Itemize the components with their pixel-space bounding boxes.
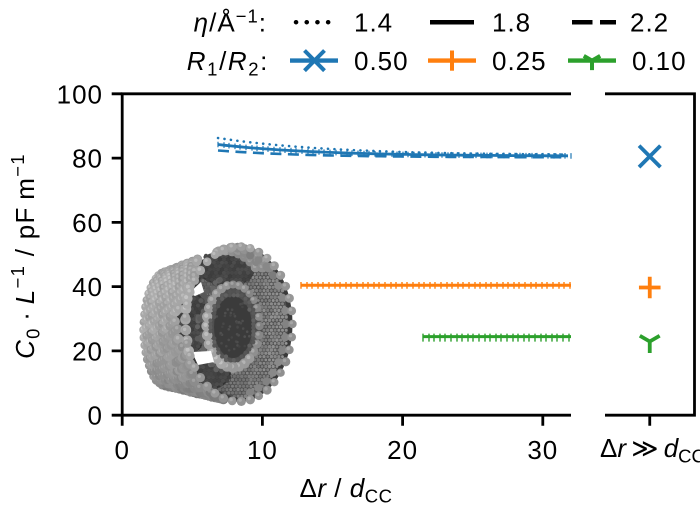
svg-text:10: 10	[247, 435, 278, 465]
svg-text:20: 20	[387, 435, 418, 465]
svg-text:0: 0	[114, 435, 129, 465]
svg-text:1.8: 1.8	[492, 8, 531, 38]
svg-text:20: 20	[72, 336, 103, 366]
svg-text:80: 80	[72, 144, 103, 174]
svg-text:Δr ≫ dCC: Δr ≫ dCC	[600, 433, 700, 467]
svg-text:100: 100	[57, 79, 103, 109]
svg-text:0.10: 0.10	[632, 46, 687, 76]
svg-text:60: 60	[72, 208, 103, 238]
svg-text:1.4: 1.4	[354, 8, 393, 38]
svg-text:2.2: 2.2	[630, 8, 669, 38]
svg-text:40: 40	[72, 272, 103, 302]
svg-text:30: 30	[527, 435, 558, 465]
svg-text:0.25: 0.25	[492, 46, 547, 76]
svg-text:0: 0	[88, 401, 103, 431]
svg-text:0.50: 0.50	[354, 46, 409, 76]
svg-text:C0 · L−1 / pF m−1: C0 · L−1 / pF m−1	[7, 153, 44, 359]
svg-text:η/Å−1:: η/Å−1:	[194, 6, 267, 38]
svg-text:Δr / dCC: Δr / dCC	[300, 473, 393, 507]
svg-text:R1/R2:: R1/R2:	[187, 46, 269, 80]
